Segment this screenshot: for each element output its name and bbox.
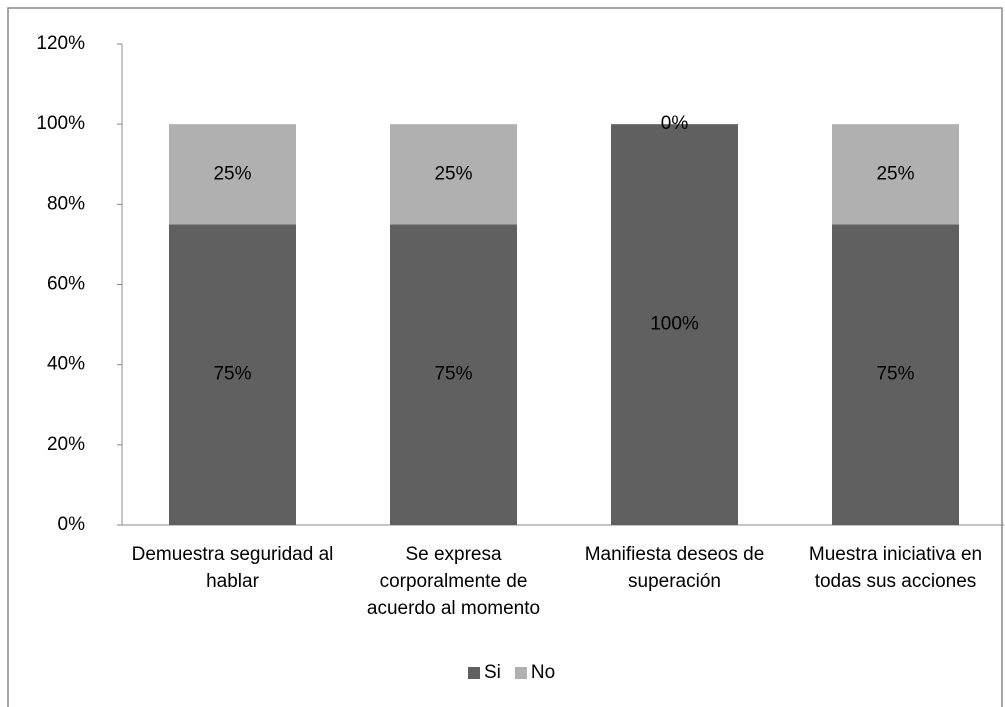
- data-label: 75%: [434, 364, 472, 385]
- data-label: 100%: [650, 314, 699, 335]
- x-tick-label: Manifiesta deseos de superación: [585, 544, 765, 592]
- y-tick-label: 40%: [47, 354, 85, 375]
- data-label: 25%: [434, 163, 472, 184]
- data-label: 75%: [876, 364, 914, 385]
- data-label: 25%: [876, 163, 914, 184]
- y-tick-label: 120%: [36, 33, 85, 54]
- legend-label: No: [531, 662, 555, 683]
- y-tick-label: 100%: [36, 113, 85, 134]
- y-tick-label: 20%: [47, 434, 85, 455]
- data-label: 25%: [213, 163, 251, 184]
- data-label: 75%: [213, 364, 251, 385]
- bar-segment: [390, 124, 517, 225]
- bar-segment: [169, 124, 296, 225]
- y-tick-label: 80%: [47, 193, 85, 214]
- x-tick-label: Muestra iniciativa en todas sus acciones: [809, 544, 982, 592]
- bar-segment: [832, 124, 959, 225]
- bar-segment: [390, 224, 517, 525]
- y-tick-label: 0%: [58, 514, 86, 535]
- y-tick-label: 60%: [47, 274, 85, 295]
- x-tick-label: Se expresa corporalmente de acuerdo al mom…: [367, 544, 540, 619]
- x-tick-label: Demuestra seguridad al hablar: [132, 544, 334, 592]
- bar-segment: [611, 124, 738, 526]
- legend-swatch: [468, 667, 480, 679]
- legend-swatch: [514, 667, 527, 679]
- data-label: 0%: [661, 113, 689, 134]
- legend-label: Si: [484, 662, 501, 683]
- bar-segment: [832, 224, 959, 525]
- bar-segment: [169, 224, 296, 525]
